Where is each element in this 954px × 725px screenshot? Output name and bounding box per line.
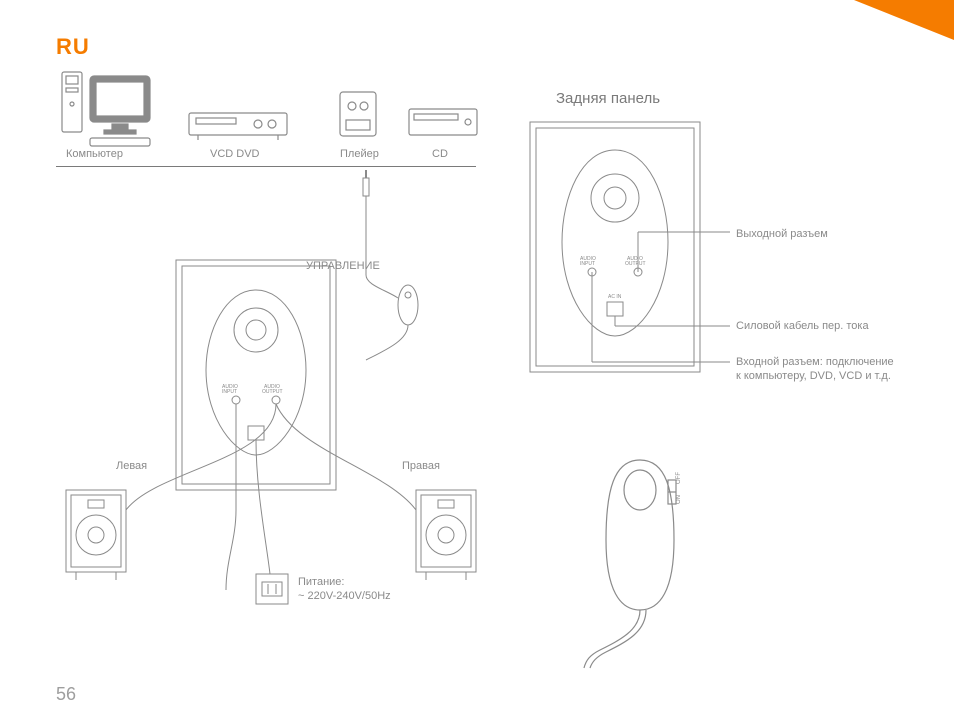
label-input-jack-2: к компьютеру, DVD, VCD и т.д.	[736, 370, 891, 382]
label-control: УПРАВЛЕНИЕ	[306, 260, 380, 272]
dvd-player-icon	[188, 112, 288, 142]
label-power-cable: Силовой кабель пер. тока	[736, 320, 869, 332]
svg-text:OUTPUT: OUTPUT	[625, 261, 646, 267]
computer-icon	[60, 70, 170, 148]
svg-text:AC IN: AC IN	[608, 294, 622, 300]
svg-text:OUTPUT: OUTPUT	[262, 389, 283, 395]
sources-divider	[56, 166, 476, 167]
rear-panel-title: Задняя панель	[556, 90, 660, 107]
label-player: Плейер	[340, 148, 379, 160]
label-power-value: ~ 220V-240V/50Hz	[298, 590, 391, 602]
cd-player-icon	[408, 108, 478, 140]
svg-text:INPUT: INPUT	[580, 261, 595, 267]
language-code: RU	[56, 34, 90, 60]
svg-text:ON: ON	[676, 495, 682, 504]
page-number: 56	[56, 684, 76, 705]
svg-text:INPUT: INPUT	[222, 389, 237, 395]
svg-text:OFF: OFF	[676, 472, 682, 484]
label-cd: CD	[432, 148, 448, 160]
label-computer: Компьютер	[66, 148, 123, 160]
corner-accent	[574, 0, 954, 40]
connection-diagram: AUDIO INPUT AUDIO OUTPUT	[56, 170, 496, 630]
player-icon	[338, 90, 378, 140]
label-right-speaker: Правая	[402, 460, 440, 472]
control-pod-diagram: OFF ON	[580, 450, 740, 670]
label-vcd-dvd: VCD DVD	[210, 148, 260, 160]
label-left-speaker: Левая	[116, 460, 147, 472]
label-output-jack: Выходной разъем	[736, 228, 828, 240]
label-power-title: Питание:	[298, 576, 344, 588]
label-input-jack-1: Входной разъем: подключение	[736, 356, 894, 368]
